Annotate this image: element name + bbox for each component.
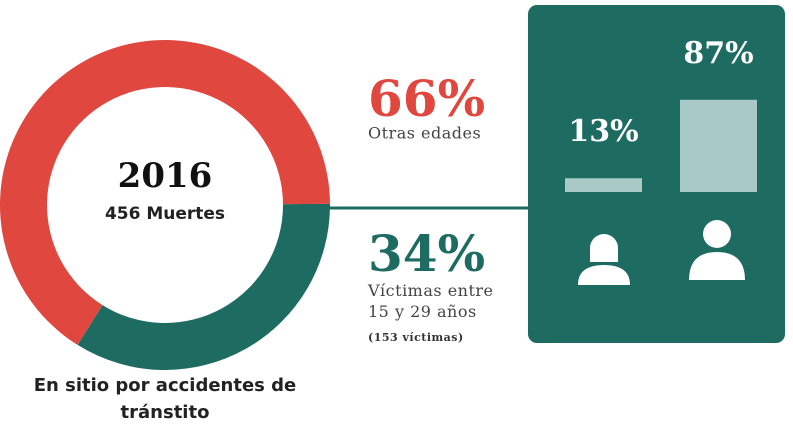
note: (153 víctimas) (368, 331, 464, 344)
value-label: 87% (683, 36, 753, 71)
woman-icon (578, 234, 630, 285)
donut-segment (77, 203, 330, 370)
man-icon (689, 220, 745, 280)
legend-label: Otras edades (368, 124, 481, 143)
value-label: 34% (368, 224, 485, 283)
value-label: 66% (368, 69, 485, 128)
caption: En sitio por accidentes de tránstito (33, 375, 297, 423)
center-title: 2016 (118, 156, 213, 196)
legend-label: Víctimas entre 15 y 29 años (368, 281, 494, 321)
bar (680, 99, 757, 192)
center-subtitle: 456 Muertes (105, 204, 225, 224)
value-label: 13% (568, 114, 638, 149)
donut-segment (0, 39, 330, 345)
bar (565, 178, 642, 192)
